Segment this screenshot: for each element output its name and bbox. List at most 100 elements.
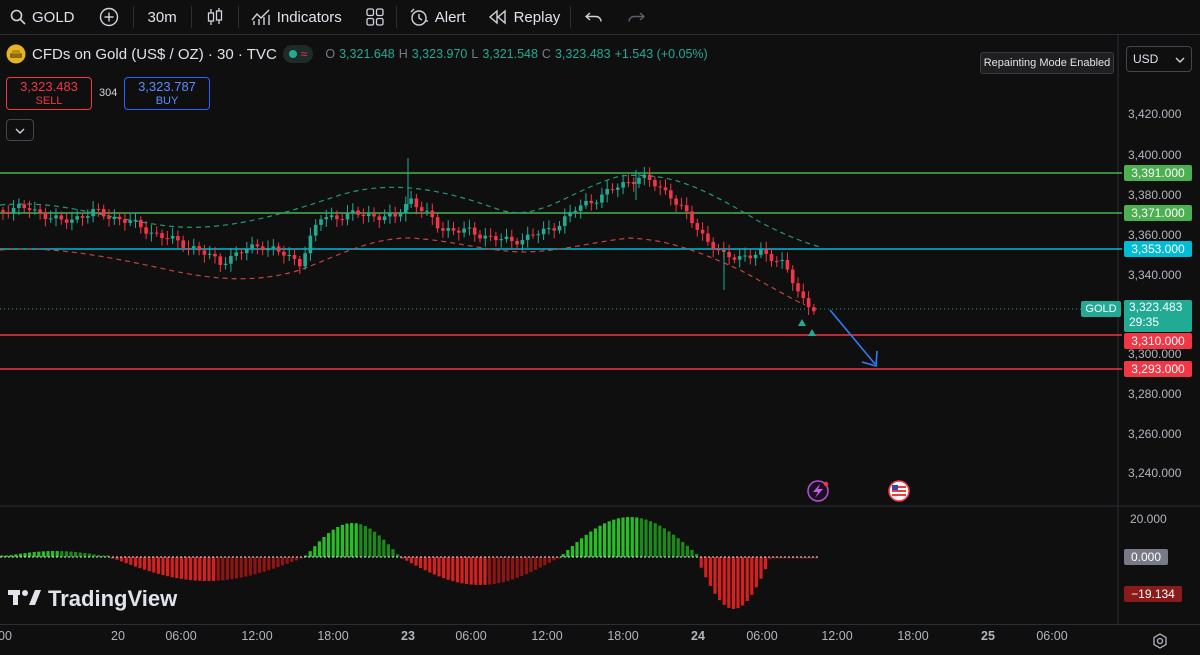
histogram-bar-positive	[304, 555, 308, 557]
candle-body	[753, 254, 758, 259]
candle-body	[637, 177, 641, 184]
buy-signal-marker[interactable]	[808, 329, 816, 336]
histogram-bar-positive	[55, 551, 59, 557]
replay-label: Replay	[513, 8, 561, 26]
level-tag-3371[interactable]: 3,371.000	[1124, 205, 1192, 221]
candle-body	[303, 253, 307, 267]
histogram-bar-negative	[419, 557, 423, 569]
us-flag-event-icon[interactable]	[888, 480, 910, 502]
level-tag-3353[interactable]: 3,353.000	[1124, 241, 1192, 257]
candle-body	[557, 225, 562, 231]
candle-body	[292, 255, 297, 259]
price-axis-label: 3,400.000	[1128, 148, 1182, 162]
price-axis-label: 3,360.000	[1128, 228, 1182, 242]
buy-signal-marker[interactable]	[798, 319, 806, 326]
candle-body	[499, 239, 503, 241]
histogram-bar-negative	[299, 557, 303, 559]
histogram-bar-positive	[690, 549, 694, 557]
time-axis-label: 12:00	[531, 629, 563, 643]
candle-body	[600, 194, 604, 203]
histogram-bar-negative	[230, 557, 234, 580]
wave-icon: ≈	[300, 47, 308, 61]
buy-button[interactable]: 3,323.787 BUY	[124, 77, 210, 110]
candle-body	[494, 236, 498, 241]
symbol-title[interactable]: CFDs on Gold (US$ / OZ) · 30 · TVC	[32, 45, 277, 63]
level-tag-3293[interactable]: 3,293.000	[1124, 361, 1192, 377]
lower-envelope-band	[0, 237, 806, 306]
candle-body	[324, 217, 329, 220]
histogram-bar-negative	[483, 557, 487, 585]
candle-body	[515, 240, 519, 245]
oscillator-value-tag: −19.134	[1124, 586, 1182, 602]
candle-body	[1, 210, 5, 212]
candle-body	[43, 212, 48, 219]
histogram-bar-positive	[14, 554, 18, 557]
histogram-bar-positive	[658, 525, 662, 557]
candle-body	[260, 246, 265, 251]
candle-body	[22, 204, 26, 209]
tradingview-logo[interactable]: TradingView	[8, 586, 177, 612]
histogram-bar-positive	[584, 534, 588, 557]
histogram-bar-negative	[193, 557, 197, 581]
candle-body	[806, 298, 811, 308]
oscillator-zero-tag: 0.000	[1124, 549, 1168, 565]
candle-body	[165, 238, 170, 240]
histogram-bar-positive	[630, 517, 634, 557]
interval-button[interactable]: 30m	[134, 0, 191, 34]
compare-symbol-button[interactable]	[85, 0, 133, 34]
time-axis[interactable]: 00 20 06:00 12:00 18:00 23 06:00 12:00 1…	[0, 624, 1200, 655]
candle-body	[684, 205, 689, 212]
level-tag-3391[interactable]: 3,391.000	[1124, 165, 1192, 181]
candle-body	[737, 256, 742, 260]
level-tag-3310[interactable]: 3,310.000	[1124, 333, 1192, 349]
time-axis-label: 20	[111, 629, 125, 643]
candle-body	[393, 212, 397, 217]
histogram-bar-positive	[635, 517, 639, 557]
histogram-bar-negative	[156, 557, 160, 574]
histogram-bar-negative	[754, 557, 758, 588]
candle-body	[313, 224, 318, 236]
candle-body	[642, 174, 647, 178]
candle-body	[621, 182, 625, 188]
oscillator-axis-label: 20.000	[1130, 512, 1167, 526]
collapse-legend-button[interactable]	[6, 119, 34, 141]
histogram-bar-negative	[511, 557, 515, 580]
current-price-tag[interactable]: 3,323.483 29:35	[1124, 300, 1192, 332]
indicators-button[interactable]: Indicators	[239, 0, 354, 34]
candle-body	[133, 219, 138, 221]
undo-button[interactable]	[571, 0, 617, 34]
earnings-event-icon[interactable]	[807, 480, 829, 502]
divider	[132, 6, 134, 28]
histogram-bar-negative	[175, 557, 179, 579]
close-label: C	[541, 47, 551, 61]
histogram-bar-positive	[87, 553, 91, 557]
layouts-button[interactable]	[354, 0, 396, 34]
projection-arrow[interactable]	[829, 309, 876, 365]
histogram-bar-negative	[235, 557, 239, 579]
chart-type-button[interactable]	[192, 0, 238, 34]
gear-icon	[1152, 633, 1168, 652]
time-axis-label: 18:00	[317, 629, 349, 643]
replay-button[interactable]: Replay	[478, 0, 571, 34]
symbol-search-button[interactable]: GOLD	[0, 0, 85, 34]
candle-body	[149, 232, 154, 234]
histogram-bar-negative	[170, 557, 174, 578]
histogram-bar-negative	[718, 557, 722, 601]
currency-select[interactable]: USD	[1126, 46, 1192, 72]
market-status-badge[interactable]: ≈	[282, 45, 314, 63]
histogram-bar-positive	[60, 551, 64, 557]
grid-icon	[366, 8, 384, 26]
sell-button[interactable]: 3,323.483 SELL	[6, 77, 92, 110]
candle-body	[743, 255, 747, 257]
redo-button[interactable]	[617, 0, 655, 34]
histogram-bar-negative	[736, 557, 740, 609]
candle-body	[504, 236, 509, 240]
alert-button[interactable]: Alert	[397, 0, 478, 34]
histogram-bar-negative	[262, 557, 266, 572]
histogram-bar-positive	[101, 555, 105, 557]
histogram-bar-negative	[147, 557, 151, 572]
candle-body	[372, 213, 376, 217]
histogram-bar-positive	[593, 528, 597, 557]
histogram-bar-positive	[695, 553, 699, 557]
